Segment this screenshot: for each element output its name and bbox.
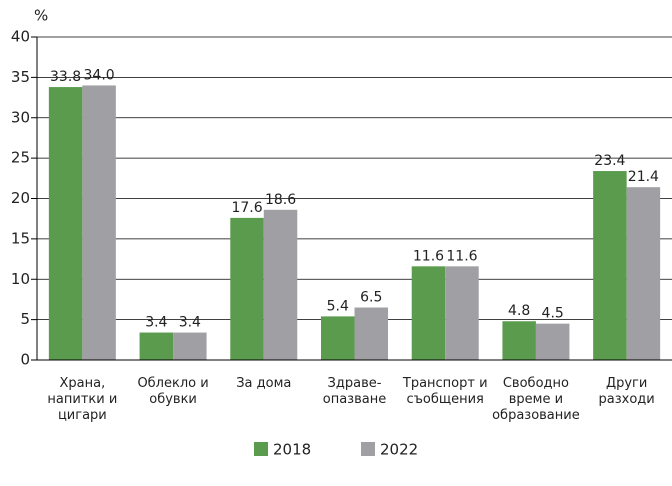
bar xyxy=(82,85,116,360)
bar xyxy=(535,323,570,360)
x-tick-label: Транспорт и съобщения xyxy=(402,376,488,407)
value-label: 4.8 xyxy=(508,303,530,319)
bar xyxy=(263,209,298,360)
y-tick-label: 25 xyxy=(11,149,30,167)
y-tick-label: 10 xyxy=(11,270,30,288)
value-label: 5.4 xyxy=(327,298,349,314)
bar xyxy=(230,217,264,360)
y-tick-label: 30 xyxy=(11,108,30,126)
bar xyxy=(173,332,207,360)
bar xyxy=(354,307,388,360)
y-axis-label: % xyxy=(34,7,48,25)
y-tick-label: 40 xyxy=(11,28,30,46)
value-label: 34.0 xyxy=(84,67,115,83)
legend-swatch xyxy=(361,442,375,456)
legend-label: 2018 xyxy=(273,441,311,459)
bar xyxy=(321,316,355,360)
y-tick-label: 15 xyxy=(11,229,30,247)
y-tick-label: 35 xyxy=(11,68,30,86)
x-tick-label: Други разходи xyxy=(599,376,655,407)
value-label: 23.4 xyxy=(594,153,625,169)
y-tick-label: 5 xyxy=(20,310,30,328)
value-label: 3.4 xyxy=(145,315,167,331)
value-label: 18.6 xyxy=(265,192,296,208)
bar xyxy=(502,321,536,360)
x-tick-label: Свободно време и образование xyxy=(492,376,580,423)
bar xyxy=(139,332,174,360)
value-label: 33.8 xyxy=(50,69,81,85)
value-label: 4.5 xyxy=(542,306,564,322)
value-label: 11.6 xyxy=(413,248,444,264)
x-tick-label: За дома xyxy=(236,376,291,391)
bar xyxy=(48,87,83,360)
value-label: 17.6 xyxy=(231,200,262,216)
bar xyxy=(411,266,446,360)
y-tick-label: 0 xyxy=(20,351,30,369)
y-tick-label: 20 xyxy=(11,189,30,207)
x-tick-label: Облекло и обувки xyxy=(137,376,208,407)
bar xyxy=(626,187,661,360)
legend-swatch xyxy=(254,442,268,456)
legend-label: 2022 xyxy=(380,441,418,459)
x-tick-label: Храна, напитки и цигари xyxy=(47,376,117,423)
bar xyxy=(593,171,627,360)
bar xyxy=(445,266,479,360)
value-label: 11.6 xyxy=(446,248,477,264)
value-label: 3.4 xyxy=(179,315,201,331)
value-label: 21.4 xyxy=(628,169,659,185)
value-label: 6.5 xyxy=(360,290,382,306)
x-tick-label: Здраве-опазване xyxy=(323,376,386,407)
